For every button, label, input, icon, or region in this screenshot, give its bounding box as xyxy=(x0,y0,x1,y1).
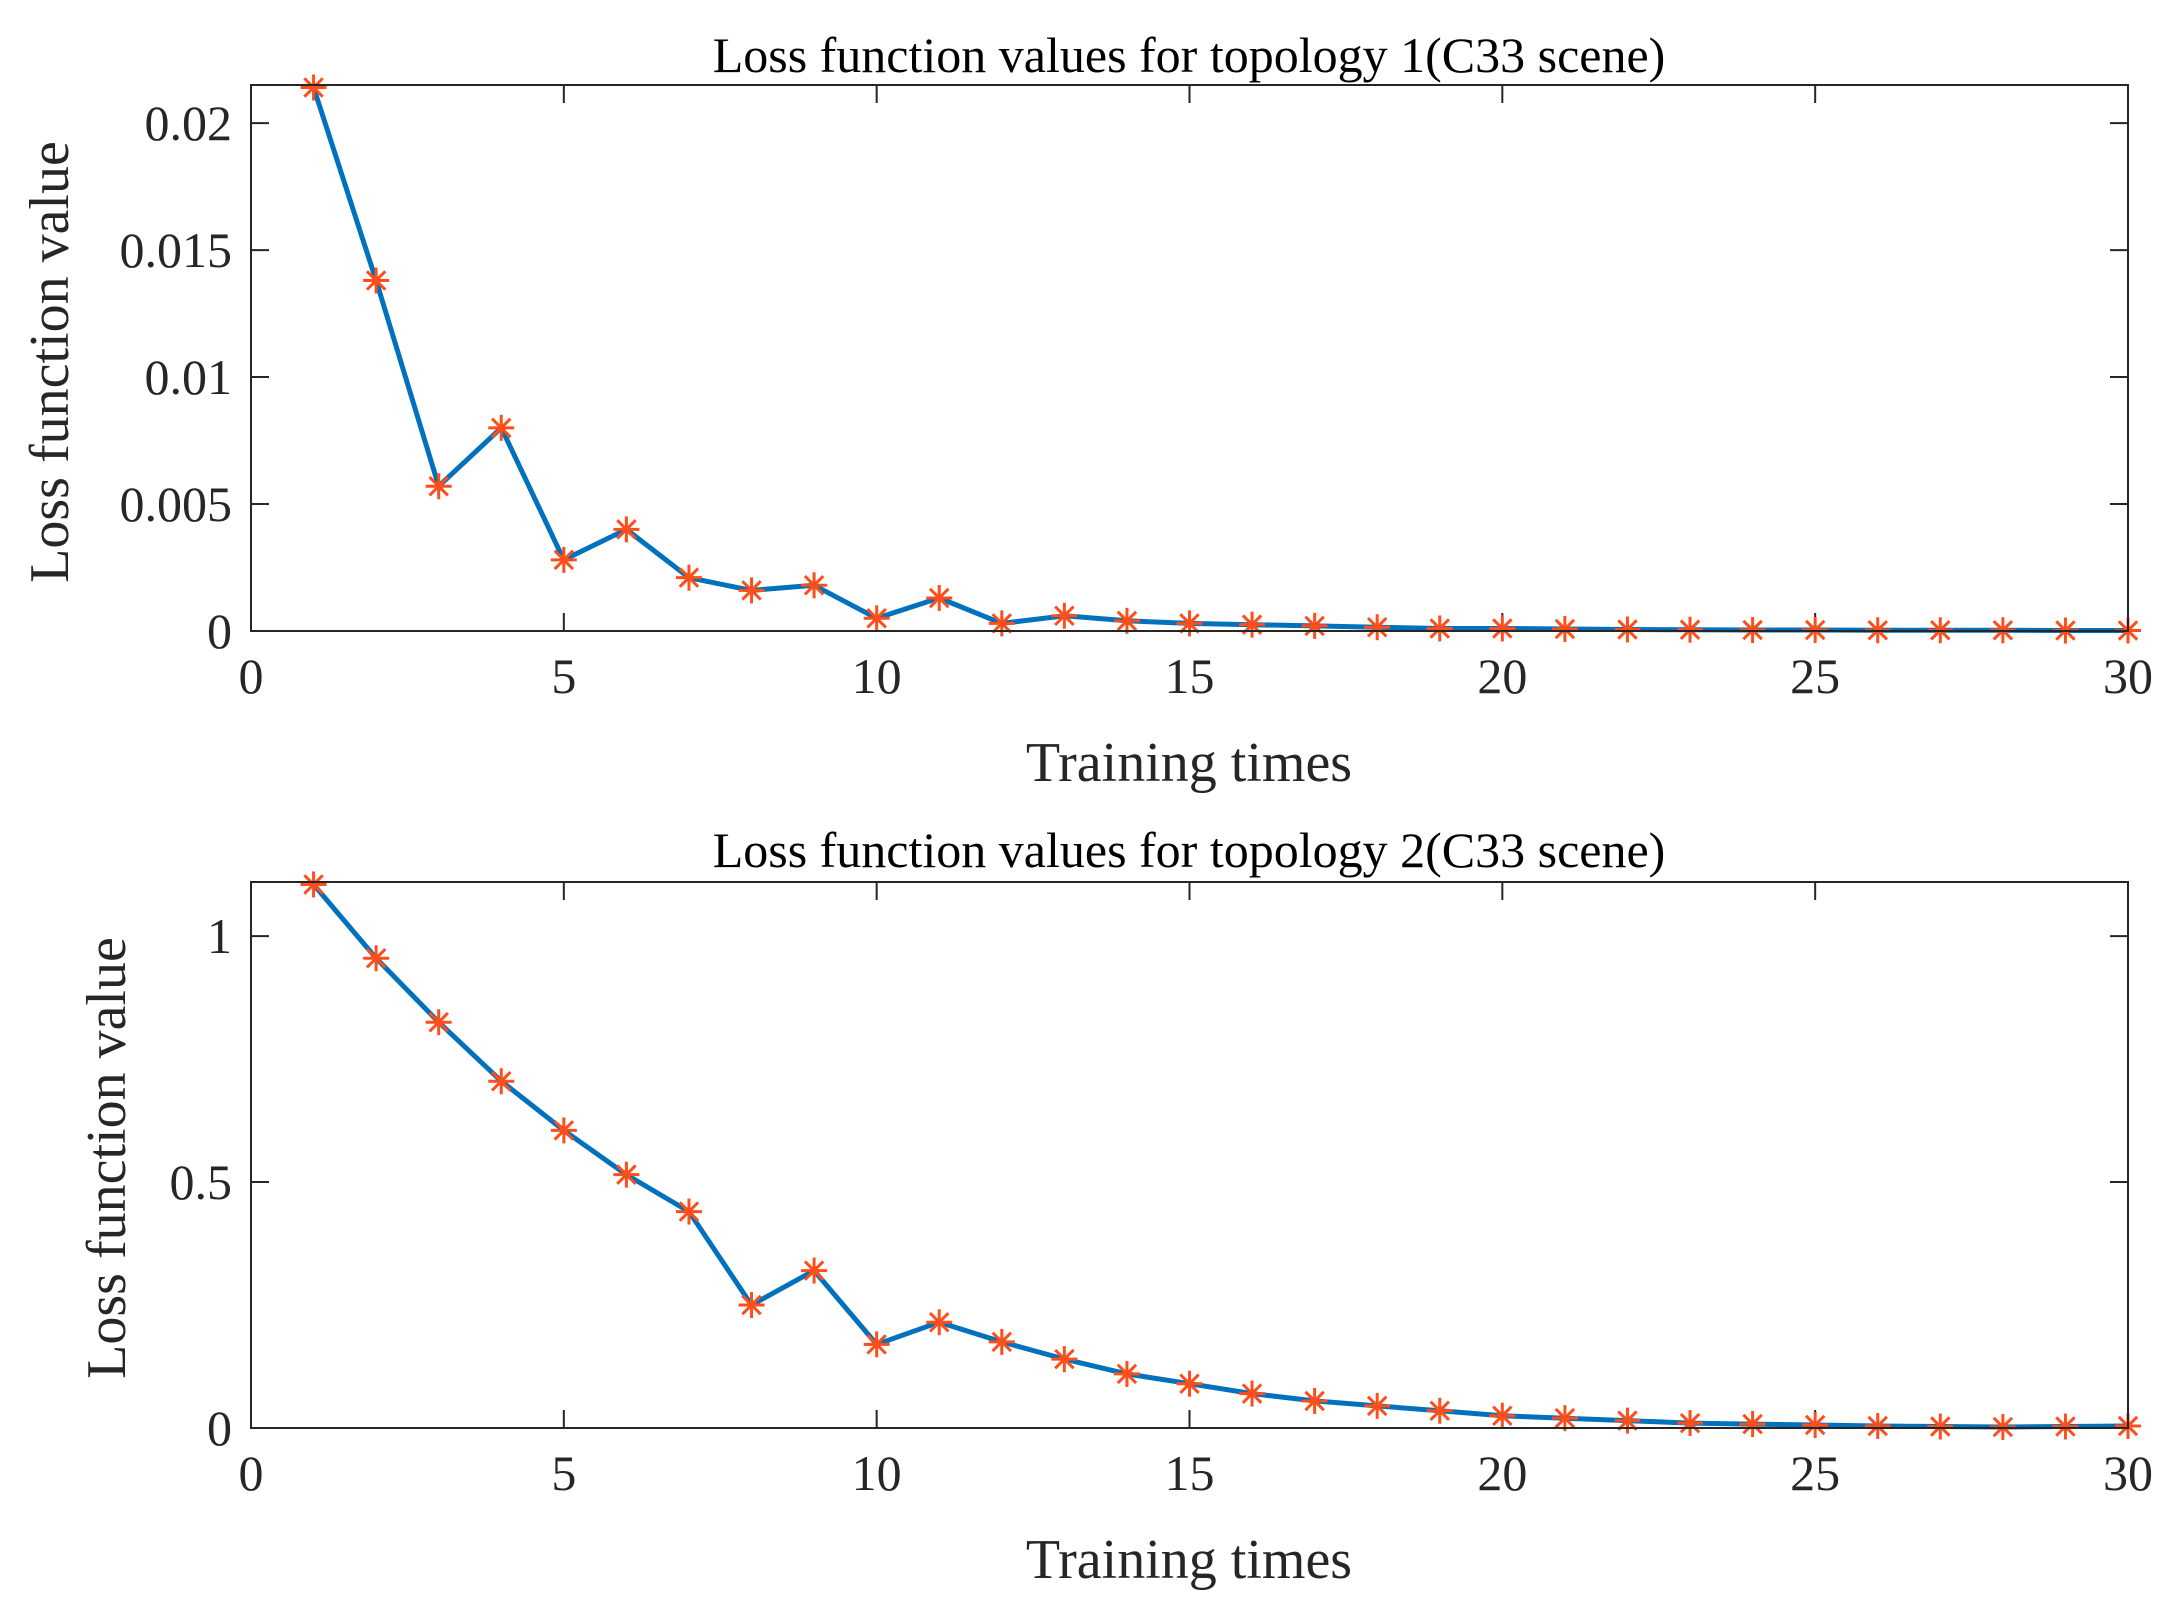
data-point-marker xyxy=(926,1309,953,1336)
data-point-marker xyxy=(1677,1410,1704,1437)
x-tick-label: 20 xyxy=(1477,1445,1527,1501)
data-point-marker xyxy=(550,1117,577,1144)
y-tick-label: 0.005 xyxy=(120,476,233,532)
data-point-marker xyxy=(1551,615,1578,642)
data-point-marker xyxy=(363,945,390,972)
chart-panel-topology-1: Loss function values for topology 1(C33 … xyxy=(19,27,2153,794)
data-point-marker xyxy=(1614,1407,1641,1434)
x-tick-label: 30 xyxy=(2103,1445,2153,1501)
x-tick-label: 5 xyxy=(551,648,576,704)
data-point-marker xyxy=(1426,615,1453,642)
data-point-marker xyxy=(1551,1405,1578,1432)
data-point-marker xyxy=(1301,1387,1328,1414)
data-point-marker xyxy=(1489,1402,1516,1429)
data-point-marker xyxy=(2052,1413,2079,1440)
x-tick-label: 10 xyxy=(852,1445,902,1501)
data-point-marker xyxy=(675,1198,702,1225)
y-tick-label: 0 xyxy=(207,1400,232,1456)
x-tick-label: 20 xyxy=(1477,648,1527,704)
chart-title: Loss function values for topology 1(C33 … xyxy=(713,27,1666,83)
data-point-marker xyxy=(1051,602,1078,629)
chart-title: Loss function values for topology 2(C33 … xyxy=(713,822,1666,878)
x-tick-label: 0 xyxy=(239,1445,264,1501)
y-tick-label: 0.01 xyxy=(145,349,233,405)
x-tick-label: 25 xyxy=(1790,648,1840,704)
y-axis-label: Loss function value xyxy=(76,937,138,1379)
data-point-marker xyxy=(550,546,577,573)
plot-area-frame xyxy=(250,84,2129,632)
chart-panel-topology-2: Loss function values for topology 2(C33 … xyxy=(76,822,2153,1591)
data-point-marker xyxy=(1051,1346,1078,1373)
data-point-marker xyxy=(1301,612,1328,639)
x-tick-label: 25 xyxy=(1790,1445,1840,1501)
data-point-marker xyxy=(1426,1397,1453,1424)
data-point-marker xyxy=(613,516,640,543)
data-point-marker xyxy=(363,267,390,294)
data-point-marker xyxy=(1239,1380,1266,1407)
data-point-marker xyxy=(488,1068,515,1095)
data-point-marker xyxy=(675,564,702,591)
data-point-marker xyxy=(1802,616,1829,643)
data-point-marker xyxy=(801,572,828,599)
data-point-marker xyxy=(1802,1412,1829,1439)
data-series xyxy=(300,74,2141,644)
data-point-marker xyxy=(863,605,890,632)
data-series xyxy=(300,871,2141,1441)
x-tick-label: 30 xyxy=(2103,648,2153,704)
data-point-marker xyxy=(1364,1392,1391,1419)
x-tick-label: 5 xyxy=(551,1445,576,1501)
x-tick-label: 10 xyxy=(852,648,902,704)
x-tick-label: 15 xyxy=(1165,648,1215,704)
x-tick-label: 15 xyxy=(1165,1445,1215,1501)
data-point-marker xyxy=(1864,1413,1891,1440)
data-point-marker xyxy=(425,1009,452,1036)
data-point-marker xyxy=(738,577,765,604)
data-point-marker xyxy=(1113,607,1140,634)
data-point-marker xyxy=(488,414,515,441)
data-point-marker xyxy=(738,1292,765,1319)
data-point-marker xyxy=(926,584,953,611)
data-point-marker xyxy=(1927,1413,1954,1440)
data-point-marker xyxy=(988,610,1015,637)
data-point-marker xyxy=(1489,615,1516,642)
axis-ticks: 0 5 10 15 20 25 30 0 0.005 0.01 0.015 0.02 xyxy=(120,85,2153,704)
data-point-marker xyxy=(1176,1370,1203,1397)
plot-area-frame xyxy=(250,881,2129,1429)
y-axis-label: Loss function value xyxy=(19,141,81,583)
data-point-marker xyxy=(801,1257,828,1284)
y-tick-label: 0.5 xyxy=(170,1154,233,1210)
data-point-marker xyxy=(300,871,327,898)
data-point-marker xyxy=(1739,616,1766,643)
data-point-marker xyxy=(425,473,452,500)
data-point-marker xyxy=(613,1161,640,1188)
x-tick-label: 0 xyxy=(239,648,264,704)
y-tick-label: 0 xyxy=(207,603,232,659)
axis-ticks: 0 5 10 15 20 25 30 0 0.5 1 xyxy=(170,882,2153,1501)
data-point-marker xyxy=(1677,616,1704,643)
y-tick-label: 0.02 xyxy=(145,95,233,151)
x-axis-label: Training times xyxy=(1026,1529,1352,1591)
data-point-marker xyxy=(1113,1360,1140,1387)
data-point-marker xyxy=(1239,611,1266,638)
data-point-marker xyxy=(1739,1411,1766,1438)
y-tick-label: 1 xyxy=(207,908,232,964)
data-point-marker xyxy=(1614,616,1641,643)
data-point-marker xyxy=(863,1331,890,1358)
y-tick-label: 0.015 xyxy=(120,222,233,278)
data-point-marker xyxy=(1364,614,1391,641)
data-point-marker xyxy=(300,74,327,101)
data-point-marker xyxy=(988,1328,1015,1355)
data-point-marker xyxy=(1176,610,1203,637)
x-axis-label: Training times xyxy=(1026,732,1352,794)
